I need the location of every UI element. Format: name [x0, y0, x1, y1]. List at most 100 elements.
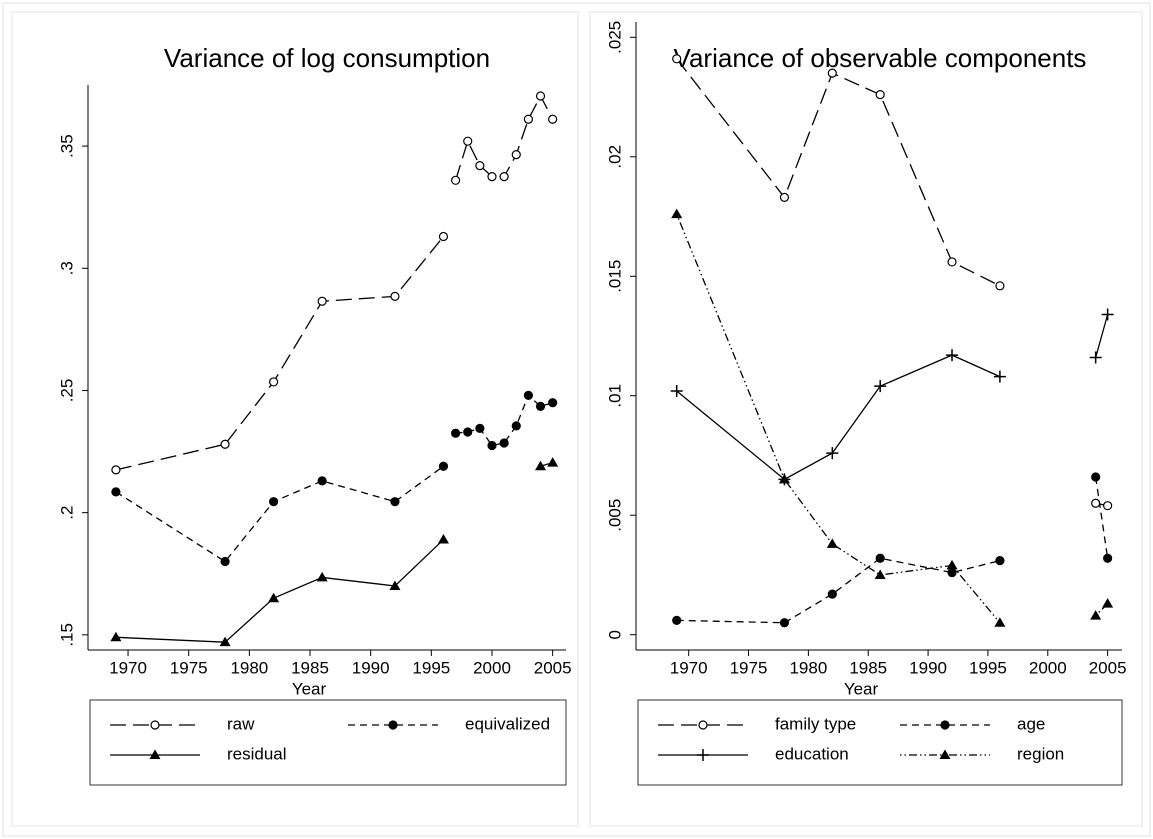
legend-label: region — [1017, 744, 1064, 763]
series-line — [676, 314, 1109, 481]
panel-frame — [11, 11, 579, 827]
marker — [946, 349, 959, 362]
legend-label: age — [1017, 714, 1045, 733]
marker — [487, 172, 497, 182]
y-tick-label: .005 — [605, 499, 624, 532]
legend-box — [637, 699, 1123, 786]
legend-label: residual — [227, 744, 287, 763]
marker — [317, 296, 327, 306]
marker — [110, 631, 122, 642]
marker — [220, 439, 230, 449]
marker — [672, 615, 682, 625]
marker — [389, 580, 401, 590]
y-tick-label: .025 — [605, 21, 624, 54]
marker — [672, 54, 682, 64]
marker — [219, 636, 231, 647]
marker — [475, 161, 485, 171]
marker — [548, 114, 558, 124]
marker — [499, 172, 509, 182]
marker — [671, 208, 683, 219]
marker — [388, 720, 398, 730]
marker — [535, 460, 547, 471]
marker — [995, 281, 1005, 291]
marker — [778, 473, 790, 484]
x-tick-label: 2005 — [1089, 658, 1127, 677]
marker — [826, 447, 839, 460]
marker — [1090, 610, 1102, 620]
marker — [475, 423, 485, 433]
y-tick-label: .01 — [605, 384, 624, 408]
marker — [437, 534, 449, 544]
marker — [535, 401, 546, 411]
marker — [548, 398, 558, 408]
marker — [994, 617, 1006, 627]
marker — [995, 556, 1005, 566]
marker — [535, 91, 546, 101]
x-tick-label: 1970 — [109, 658, 147, 677]
legend-label: equivalized — [465, 714, 550, 733]
panel-frame — [589, 11, 1143, 827]
marker — [1102, 598, 1114, 608]
x-tick-label: 1995 — [969, 658, 1007, 677]
x-tick-label: 2005 — [534, 658, 572, 677]
marker — [511, 150, 521, 160]
marker — [874, 380, 887, 393]
marker — [450, 428, 461, 438]
chart-title: Variance of log consumption — [164, 43, 490, 73]
marker — [779, 192, 790, 203]
y-tick-label: .3 — [57, 261, 76, 275]
marker — [827, 589, 837, 599]
legend-box — [89, 699, 567, 786]
marker — [438, 231, 449, 242]
x-tick-label: 1985 — [849, 658, 887, 677]
marker — [523, 114, 533, 124]
marker — [269, 497, 279, 507]
y-tick-label: .015 — [605, 260, 624, 293]
x-tick-label: 1975 — [730, 658, 768, 677]
marker — [698, 720, 708, 730]
marker — [463, 136, 473, 146]
marker — [1101, 308, 1114, 321]
x-tick-label: 1995 — [412, 658, 450, 677]
x-tick-label: 1975 — [170, 658, 208, 677]
y-tick-label: .15 — [57, 623, 76, 647]
marker — [779, 618, 790, 628]
x-tick-label: 1980 — [230, 658, 268, 677]
marker — [947, 257, 957, 267]
y-tick-label: .02 — [605, 145, 624, 169]
x-axis-title: Year — [844, 679, 879, 698]
marker — [670, 384, 683, 397]
x-tick-label: 1990 — [909, 658, 947, 677]
marker — [875, 90, 885, 100]
marker — [874, 569, 886, 579]
marker — [487, 440, 497, 451]
marker — [317, 476, 327, 486]
legend-label: family type — [775, 714, 856, 733]
marker — [940, 720, 950, 730]
marker — [1091, 472, 1101, 482]
x-axis-title: Year — [292, 679, 327, 698]
marker — [1103, 501, 1113, 511]
marker — [547, 457, 559, 467]
y-tick-label: 0 — [605, 630, 624, 639]
x-tick-label: 1980 — [789, 658, 827, 677]
chart-title: Variance of observable components — [674, 43, 1087, 73]
x-tick-label: 2000 — [1029, 658, 1067, 677]
y-tick-label: .2 — [57, 506, 76, 520]
marker — [827, 68, 837, 78]
marker — [511, 421, 521, 431]
marker — [269, 377, 279, 387]
y-tick-label: .35 — [57, 134, 76, 158]
marker — [523, 390, 533, 400]
y-tick-label: .25 — [57, 379, 76, 403]
marker — [150, 720, 160, 730]
marker — [499, 438, 509, 448]
x-tick-label: 1985 — [291, 658, 329, 677]
marker — [826, 538, 838, 548]
series-line — [676, 476, 1109, 624]
marker — [149, 749, 161, 759]
marker — [390, 291, 400, 301]
marker — [463, 427, 473, 437]
x-tick-label: 2000 — [473, 658, 511, 677]
